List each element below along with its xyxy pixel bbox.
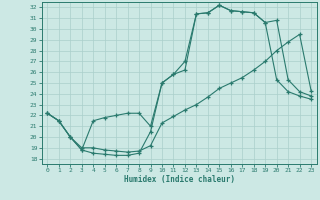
- X-axis label: Humidex (Indice chaleur): Humidex (Indice chaleur): [124, 175, 235, 184]
